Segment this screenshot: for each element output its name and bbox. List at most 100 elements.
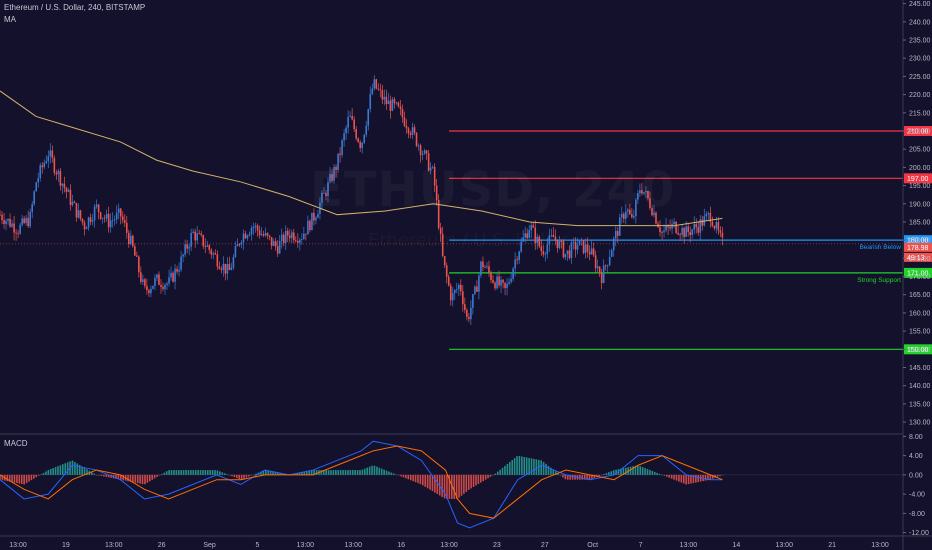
- price-tick-label: 195.00: [909, 183, 931, 190]
- candle-body: [305, 233, 307, 235]
- candle-body: [550, 235, 553, 236]
- time-tick-label: 23: [493, 542, 501, 549]
- macd-histogram-bar: [460, 474, 463, 496]
- price-tick-label: 135.00: [909, 401, 931, 408]
- candle-body: [97, 204, 100, 213]
- macd-histogram-bar: [47, 470, 50, 475]
- price-tick-label: 245.00: [909, 1, 931, 8]
- macd-histogram-bar: [361, 469, 364, 475]
- candle-body: [427, 153, 430, 171]
- macd-histogram-bar: [0, 474, 1, 480]
- macd-histogram-bar: [364, 468, 366, 475]
- macd-histogram-bar: [574, 474, 576, 480]
- candle-body: [83, 222, 86, 230]
- macd-label[interactable]: MACD: [4, 439, 28, 448]
- macd-histogram-bar: [492, 474, 494, 476]
- candle-body: [516, 259, 518, 261]
- price-tick-label: 130.00: [909, 420, 931, 427]
- candle-body: [339, 153, 341, 155]
- candle-body: [707, 212, 710, 214]
- candle-body: [649, 198, 651, 209]
- candle-body: [160, 284, 162, 287]
- macd-histogram-bar: [238, 474, 240, 480]
- macd-histogram-bar: [129, 474, 132, 482]
- candle-body: [347, 116, 349, 128]
- macd-histogram-bar: [252, 474, 255, 476]
- price-tick-label: 160.00: [909, 310, 931, 317]
- candle-body: [526, 233, 529, 238]
- macd-histogram-bar: [530, 458, 533, 475]
- candle-body: [498, 276, 500, 286]
- horizontal-levels[interactable]: 210.00 197.00 180.00 Bearish Below 171.00 Str…: [0, 125, 932, 355]
- macd-histogram-bar: [412, 474, 414, 482]
- macd-histogram-bar: [296, 473, 298, 475]
- macd-histogram-bar: [223, 473, 226, 475]
- macd-histogram-bar: [446, 474, 448, 499]
- candle-body: [717, 222, 720, 231]
- macd-histogram-bar: [615, 469, 617, 475]
- macd-histogram-bar: [380, 468, 383, 475]
- candle-body: [584, 244, 587, 253]
- macd-histogram-bar: [685, 474, 687, 485]
- macd-histogram-bar: [120, 474, 122, 480]
- macd-histogram-bar: [559, 474, 562, 476]
- macd-histogram-bar: [690, 474, 692, 484]
- time-axis[interactable]: 13:00 19 13:00 26 Sep 5 13:00 13:00 16 13:00 23 27 O…: [9, 542, 889, 549]
- candle-body: [81, 218, 84, 223]
- price-axis[interactable]: 245.00 240.00 235.00 230.00 225.00 220.00 215.…: [902, 0, 931, 550]
- candle-body: [140, 272, 142, 282]
- macd-histogram-bar: [141, 474, 144, 485]
- candle-body: [230, 267, 233, 270]
- candle-body: [431, 166, 434, 168]
- macd-histogram-bar: [310, 470, 313, 475]
- candle-body: [335, 166, 337, 170]
- macd-histogram-bar: [165, 471, 168, 475]
- macd-histogram-bar: [697, 474, 700, 483]
- macd-histogram-bar: [95, 474, 98, 476]
- candle-body: [89, 217, 92, 222]
- candle-body: [15, 232, 17, 234]
- macd-histogram-bar: [479, 474, 482, 483]
- macd-histogram-bar: [388, 471, 390, 475]
- level-note: Bearish Below: [859, 244, 901, 251]
- price-tick-label: 150.00: [909, 347, 931, 354]
- macd-histogram-bar: [499, 469, 501, 475]
- macd-histogram-bar: [187, 470, 190, 475]
- macd-histogram-bar: [484, 474, 487, 480]
- indicator-label[interactable]: MA: [4, 15, 16, 24]
- macd-pane[interactable]: [0, 440, 903, 529]
- candle-body: [457, 284, 460, 290]
- candle-body: [162, 286, 164, 289]
- candle-body: [417, 145, 420, 147]
- candle-body: [180, 256, 182, 270]
- macd-tick-label: -8.00: [909, 511, 925, 518]
- candle-body: [580, 239, 583, 241]
- macd-histogram-bar: [451, 474, 453, 499]
- candle-body: [170, 272, 172, 278]
- candle-body: [246, 235, 249, 239]
- candle-body: [278, 241, 281, 254]
- candle-body: [711, 221, 714, 227]
- candle-body: [168, 277, 170, 284]
- candle-body: [117, 208, 120, 213]
- macd-histogram-bar: [206, 470, 209, 475]
- macd-histogram-bar: [76, 463, 79, 475]
- candle-body: [337, 153, 339, 170]
- candle-body: [280, 234, 283, 242]
- macd-histogram-bar: [610, 471, 613, 475]
- macd-histogram-bar: [74, 462, 76, 475]
- candle-body: [317, 213, 319, 218]
- candle-body: [472, 294, 474, 308]
- candle-body: [156, 274, 158, 279]
- macd-histogram-bar: [547, 465, 550, 475]
- macd-histogram-bar: [269, 471, 272, 475]
- candle-body: [371, 88, 374, 95]
- time-tick-label: 26: [158, 542, 166, 549]
- candle-body: [439, 227, 442, 235]
- macd-histogram-bar: [33, 474, 35, 479]
- candle-body: [518, 251, 520, 261]
- macd-histogram-bar: [709, 474, 712, 480]
- candle-body: [345, 127, 347, 134]
- macd-histogram-bar: [646, 469, 649, 475]
